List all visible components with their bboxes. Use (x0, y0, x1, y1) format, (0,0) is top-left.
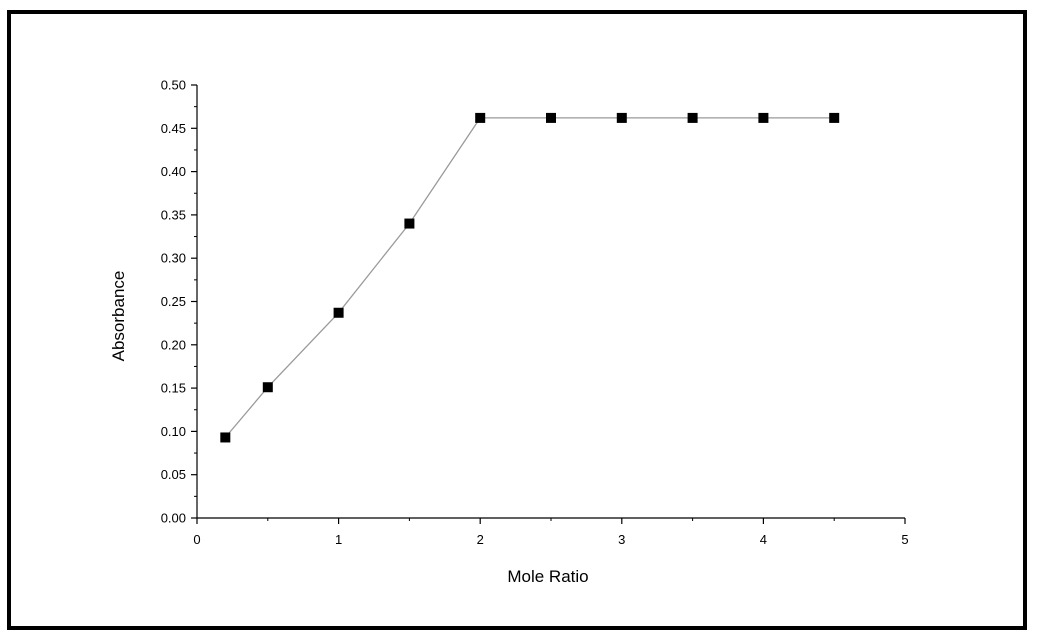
x-tick-label: 2 (477, 532, 484, 547)
y-tick-label: 0.35 (161, 207, 186, 222)
y-tick-label: 0.30 (161, 251, 186, 266)
y-tick-label: 0.00 (161, 511, 186, 526)
data-point (333, 307, 344, 318)
x-tick-label: 5 (901, 532, 908, 547)
y-tick-label: 0.15 (161, 381, 186, 396)
series-polyline (224, 117, 835, 438)
series-line (224, 117, 835, 438)
data-point (546, 112, 556, 123)
data-point (616, 112, 627, 123)
figure-frame (7, 10, 1027, 630)
data-point (829, 112, 840, 123)
data-point (220, 432, 231, 443)
x-tick-label: 4 (760, 532, 767, 547)
y-tick-label: 0.05 (161, 467, 186, 482)
y-tick-label: 0.10 (161, 424, 186, 439)
y-tick-label: 0.40 (161, 164, 186, 179)
x-tick-label: 1 (335, 532, 342, 547)
y-tick-label: 0.45 (161, 121, 186, 136)
y-tick-label: 0.25 (161, 294, 186, 309)
x-tick-label: 0 (193, 532, 200, 547)
data-point (262, 382, 273, 393)
y-axis-title: Absorbance (109, 271, 128, 362)
y-tick-label: 0.50 (161, 78, 186, 93)
series-markers (220, 112, 840, 443)
x-axis-title: Mole Ratio (507, 567, 588, 586)
data-point (758, 112, 769, 123)
y-tick-label: 0.20 (161, 337, 186, 352)
data-point (687, 112, 698, 123)
data-point (404, 218, 415, 229)
x-tick-label: 3 (618, 532, 625, 547)
data-point (475, 112, 486, 123)
axes: 0.00 0.05 0.10 0.15 0.20 0.25 0.30 0.35 0.40 0.45… (161, 78, 909, 548)
